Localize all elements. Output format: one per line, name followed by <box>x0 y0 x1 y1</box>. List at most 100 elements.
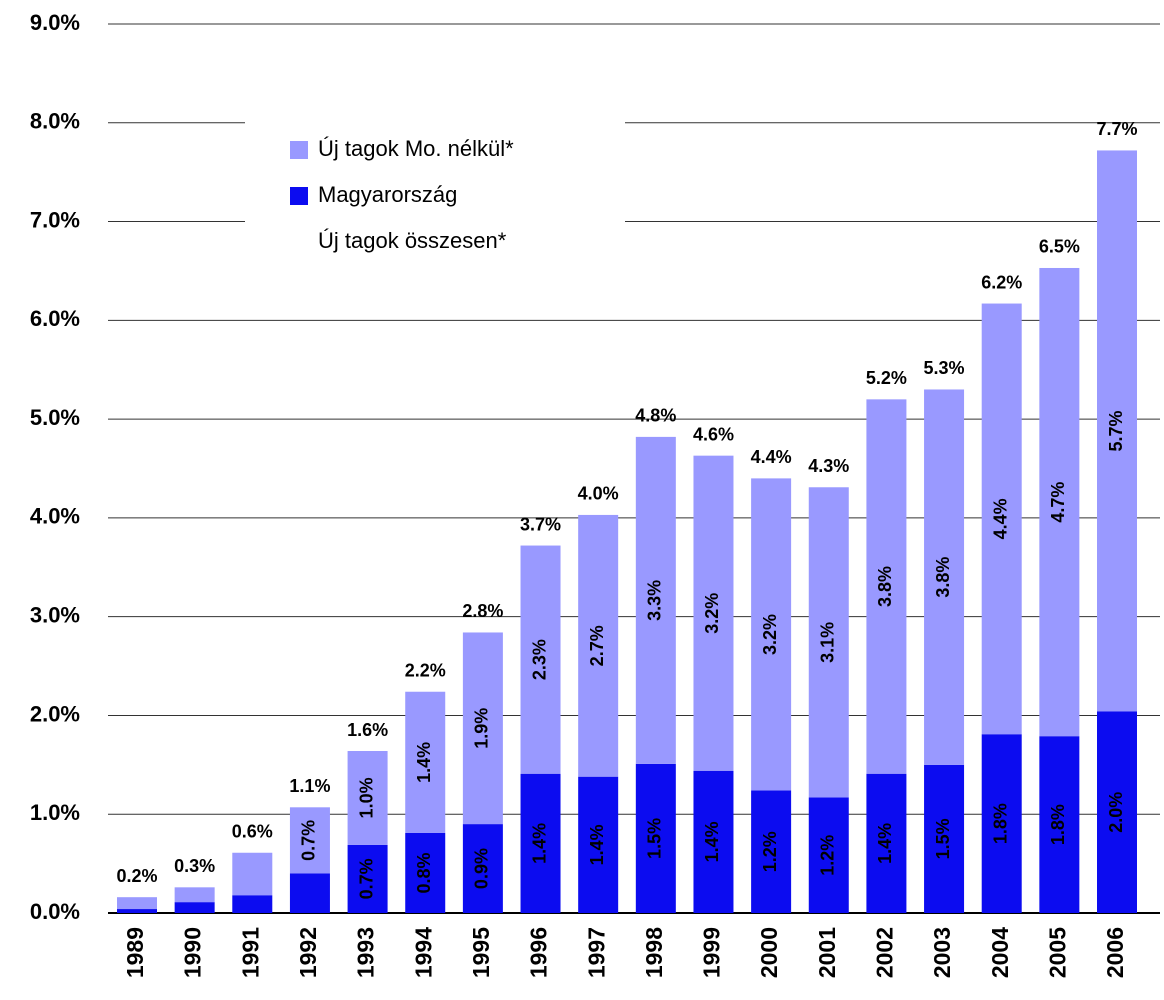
x-tick-label: 1995 <box>468 927 494 978</box>
y-tick-label: 4.0% <box>30 504 80 529</box>
x-tick-label: 2004 <box>987 927 1013 978</box>
total-label: 6.5% <box>1039 237 1080 257</box>
value-label: 2.7% <box>587 625 607 666</box>
value-label: 1.4% <box>414 742 434 783</box>
value-label: 4.7% <box>1048 482 1068 523</box>
x-tick-label: 1989 <box>122 927 148 978</box>
total-label: 4.0% <box>578 484 619 504</box>
bar-segment <box>808 797 849 913</box>
bar-segment <box>808 487 849 798</box>
bar-segment <box>693 455 734 771</box>
total-label: 3.7% <box>520 514 561 534</box>
value-label: 5.7% <box>1106 410 1126 451</box>
value-label: 0.7% <box>299 820 319 861</box>
value-label: 3.2% <box>760 614 780 655</box>
y-tick-label: 6.0% <box>30 306 80 331</box>
bar-segment <box>405 832 446 913</box>
bar-segment <box>117 909 157 913</box>
total-label: 4.8% <box>635 406 676 426</box>
value-label: 2.3% <box>529 639 549 680</box>
bar-segment <box>981 303 1022 735</box>
total-label: 7.7% <box>1096 119 1137 139</box>
value-label: 1.8% <box>1048 804 1068 845</box>
total-label: 0.3% <box>174 856 215 876</box>
y-tick-label: 1.0% <box>30 800 80 825</box>
total-label: 0.6% <box>232 821 273 841</box>
x-tick-label: 1994 <box>410 927 436 978</box>
x-tick-label: 2000 <box>756 927 782 978</box>
bar-segment <box>866 399 907 774</box>
bar-segment <box>924 764 965 913</box>
total-label: 2.8% <box>462 601 503 621</box>
value-label: 1.2% <box>760 831 780 872</box>
bar-segment <box>174 902 215 913</box>
x-tick-label: 1993 <box>353 927 379 978</box>
x-tick-label: 1990 <box>180 927 206 978</box>
bar-segment <box>347 751 388 845</box>
legend-label: Magyarország <box>318 182 457 207</box>
bar-segment <box>1097 150 1137 712</box>
total-label: 6.2% <box>981 272 1022 292</box>
value-label: 1.0% <box>356 777 376 818</box>
bar-segment <box>462 632 503 825</box>
bar-segment <box>289 807 330 874</box>
y-tick-label: 5.0% <box>30 405 80 430</box>
bar-segment <box>635 436 676 764</box>
bar-segment <box>117 897 157 910</box>
bar-segment <box>232 895 273 913</box>
bar-segment <box>462 824 503 913</box>
value-label: 1.2% <box>818 835 838 876</box>
bar-segment <box>289 873 330 913</box>
value-label: 1.5% <box>645 818 665 859</box>
total-label: 4.4% <box>751 447 792 467</box>
bar-segment <box>635 763 676 913</box>
total-label: 2.2% <box>405 660 446 680</box>
value-label: 0.8% <box>414 852 434 893</box>
bar-segment <box>693 770 734 913</box>
value-label: 3.1% <box>818 622 838 663</box>
value-label: 3.8% <box>875 566 895 607</box>
value-label: 1.4% <box>529 823 549 864</box>
total-label: 4.3% <box>808 456 849 476</box>
value-label: 1.4% <box>875 823 895 864</box>
value-label: 2.0% <box>1106 792 1126 833</box>
value-label: 1.4% <box>702 821 722 862</box>
x-tick-label: 2006 <box>1102 927 1128 978</box>
total-label: 0.2% <box>116 866 157 886</box>
bar-segment <box>232 852 273 896</box>
bar-segment <box>981 734 1022 913</box>
x-tick-label: 1992 <box>295 927 321 978</box>
value-label: 1.9% <box>472 708 492 749</box>
bar-segment <box>174 887 215 903</box>
x-tick-label: 2001 <box>814 927 840 978</box>
x-tick-label: 1991 <box>237 927 263 978</box>
total-label: 1.1% <box>289 776 330 796</box>
value-label: 0.7% <box>356 858 376 899</box>
total-label: 4.6% <box>693 424 734 444</box>
x-tick-label: 1998 <box>641 927 667 978</box>
bar-segment <box>751 790 792 913</box>
x-tick-label: 1999 <box>699 927 725 978</box>
value-label: 4.4% <box>990 498 1010 539</box>
value-label: 1.8% <box>990 803 1010 844</box>
legend <box>245 120 625 248</box>
y-tick-label: 0.0% <box>30 899 80 924</box>
y-tick-label: 7.0% <box>30 207 80 232</box>
x-tick-label: 1997 <box>583 927 609 978</box>
x-tick-label: 2002 <box>871 927 897 978</box>
bar-segment <box>347 844 388 913</box>
total-label: 1.6% <box>347 720 388 740</box>
total-label: 5.3% <box>924 358 965 378</box>
total-label: 5.2% <box>866 368 907 388</box>
bar-segment <box>1039 267 1080 737</box>
legend-swatch <box>290 141 308 159</box>
value-label: 1.4% <box>587 824 607 865</box>
x-tick-label: 2003 <box>929 927 955 978</box>
legend-swatch <box>290 187 308 205</box>
bar-segment <box>1039 736 1080 913</box>
value-label: 0.9% <box>472 848 492 889</box>
value-label: 1.5% <box>933 818 953 859</box>
y-tick-label: 9.0% <box>30 10 80 35</box>
bar-segment <box>520 545 561 774</box>
